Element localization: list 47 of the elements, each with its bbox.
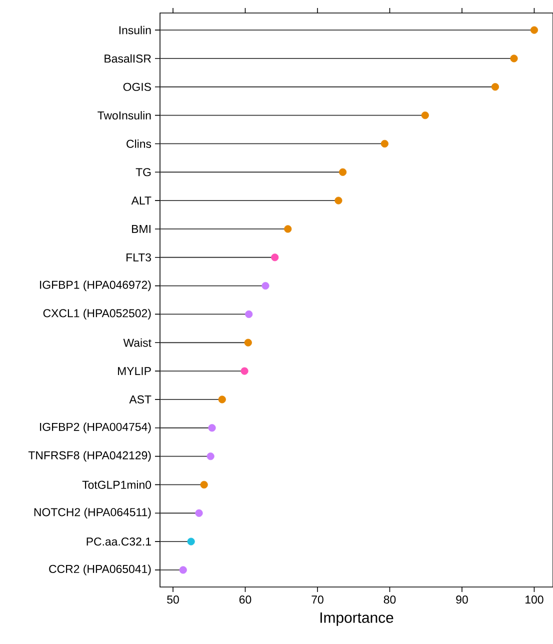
point bbox=[510, 54, 518, 62]
y-tick-label: Waist bbox=[123, 338, 152, 347]
point bbox=[218, 396, 226, 404]
y-tick-label: FLT3 bbox=[126, 253, 151, 262]
point bbox=[208, 424, 216, 432]
y-tick-label: BMI bbox=[132, 225, 150, 233]
point bbox=[380, 140, 388, 148]
point bbox=[530, 26, 538, 34]
y-tick-label: MYLIP bbox=[118, 367, 151, 375]
point bbox=[284, 225, 292, 233]
point bbox=[262, 282, 270, 290]
y-tick-label: CXCL1 (HPA052502) bbox=[43, 308, 151, 320]
x-axis-title: Importance bbox=[320, 612, 394, 626]
y-tick-label: IGFBP2 (HPA004754) bbox=[40, 422, 151, 434]
point bbox=[179, 566, 187, 574]
x-tick-label: 60 bbox=[239, 596, 252, 604]
point bbox=[200, 480, 208, 489]
point bbox=[245, 310, 253, 318]
point bbox=[240, 367, 248, 375]
y-tick-label: PC.aa.C32.1 bbox=[86, 537, 151, 546]
y-tick-label: TwoInsulin bbox=[98, 111, 151, 120]
point bbox=[421, 112, 429, 120]
x-tick-label: 50 bbox=[167, 596, 179, 604]
y-tick-label: NOTCH2 (HPA064511) bbox=[34, 508, 151, 518]
x-tick-label: 90 bbox=[456, 596, 468, 604]
point bbox=[338, 168, 347, 176]
y-tick-label: BasalISR bbox=[104, 54, 151, 63]
point bbox=[491, 83, 500, 91]
point bbox=[271, 254, 279, 262]
x-tick-label: 70 bbox=[312, 596, 324, 604]
point bbox=[334, 196, 342, 204]
y-tick-label: TNFRSF8 (HPA042129) bbox=[28, 450, 151, 462]
point bbox=[244, 338, 252, 346]
y-tick-label: ALT bbox=[131, 196, 152, 204]
y-tick-label: IGFBP1 (HPA046972) bbox=[40, 280, 151, 292]
y-tick-label: Clins bbox=[126, 140, 152, 148]
y-tick-label: TG bbox=[136, 168, 151, 176]
y-tick-label: AST bbox=[129, 395, 152, 404]
point bbox=[187, 538, 195, 546]
y-tick-label: Insulin bbox=[119, 26, 151, 34]
point bbox=[195, 509, 203, 517]
x-tick-label: 100 bbox=[526, 596, 544, 604]
y-tick-label: CCR2 (HPA065041) bbox=[49, 564, 151, 576]
y-tick-label: TotGLP1min0 bbox=[82, 480, 152, 489]
x-tick-label: 80 bbox=[384, 596, 396, 604]
y-tick-label: OGIS bbox=[123, 82, 151, 91]
point bbox=[206, 452, 214, 460]
